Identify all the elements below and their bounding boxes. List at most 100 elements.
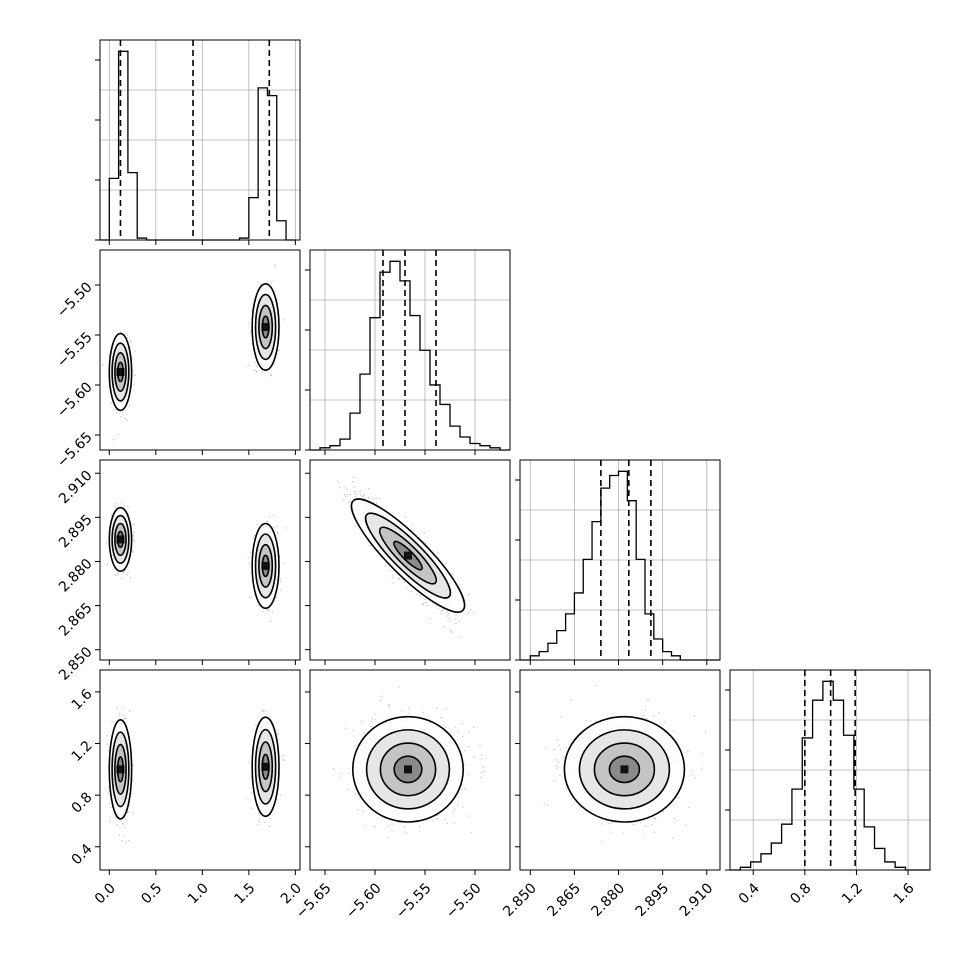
contour-line xyxy=(261,315,270,339)
panel-content xyxy=(543,684,707,843)
density-peak xyxy=(116,765,125,774)
histogram-line xyxy=(520,470,720,661)
histogram-panel-0 xyxy=(95,39,301,245)
axis-frame xyxy=(519,669,721,871)
histogram-line xyxy=(100,50,296,241)
contour-line xyxy=(379,742,437,797)
axis-frame xyxy=(99,249,301,451)
contour-line xyxy=(111,342,130,402)
histogram-line xyxy=(310,260,510,451)
contour-line xyxy=(608,755,641,784)
scatter-panel-0-1 xyxy=(95,249,301,455)
histogram-panel-2 xyxy=(515,459,721,665)
density-peak xyxy=(261,561,270,570)
x-tick-label: 0.4 xyxy=(736,880,763,907)
histogram-line xyxy=(730,680,930,871)
contour-line xyxy=(108,719,133,820)
axis-frame xyxy=(519,459,721,661)
x-tick-label: −5.60 xyxy=(343,880,385,922)
contour-line xyxy=(116,361,125,383)
axis-frame xyxy=(309,249,511,451)
histogram-panel-1 xyxy=(305,249,511,455)
y-tick-label: 1.2 xyxy=(69,738,96,765)
contour-line xyxy=(251,716,280,818)
contour-line xyxy=(114,743,127,795)
contour-line xyxy=(261,554,270,578)
axis-frame xyxy=(99,459,301,661)
x-tick-label: 0.0 xyxy=(92,880,119,907)
contour-line xyxy=(261,753,270,780)
panel-content xyxy=(333,686,485,839)
y-tick-label: −5.60 xyxy=(54,379,96,421)
contour-line xyxy=(114,351,127,392)
scatter-panel-0-3 xyxy=(95,669,301,875)
panel-content xyxy=(106,501,287,622)
y-tick-label: −5.55 xyxy=(54,329,96,371)
contour-line xyxy=(364,512,452,599)
contour-line xyxy=(365,729,451,810)
density-peak xyxy=(261,323,270,331)
axis-frame xyxy=(309,459,511,661)
scatter-panel-1-3 xyxy=(305,669,511,875)
contour-line xyxy=(258,543,274,588)
scatter-panel-0-2 xyxy=(95,459,301,665)
x-tick-label: 1.5 xyxy=(231,880,258,907)
scatter-panel-1-2 xyxy=(305,459,511,665)
y-tick-label: 2.865 xyxy=(56,600,96,640)
sample-points xyxy=(106,501,287,622)
x-tick-label: −5.50 xyxy=(443,880,485,922)
density-peak xyxy=(116,535,125,544)
histogram-panel-3 xyxy=(725,669,931,875)
contour-line xyxy=(393,755,423,784)
contour-line xyxy=(254,728,277,805)
y-tick-label: 0.4 xyxy=(69,841,96,868)
panel-content xyxy=(337,460,475,638)
y-tick-label: −5.65 xyxy=(54,429,96,471)
x-tick-label: 1.0 xyxy=(185,880,212,907)
scatter-panel-2-3 xyxy=(515,669,721,875)
density-peak xyxy=(261,762,270,771)
contour-line xyxy=(116,756,125,783)
y-tick-label: 2.850 xyxy=(56,644,96,684)
y-tick-label: 2.895 xyxy=(56,512,96,552)
x-tick-label: 2.910 xyxy=(677,880,717,920)
y-tick-label: 2.880 xyxy=(56,556,96,596)
x-tick-label: −5.55 xyxy=(393,880,435,922)
y-tick-label: 0.8 xyxy=(69,790,96,817)
contour-line xyxy=(350,498,466,613)
x-tick-label: 1.6 xyxy=(891,880,918,907)
contour-line xyxy=(393,540,423,571)
axis-frame xyxy=(99,39,301,241)
contour-line xyxy=(116,530,125,549)
contour-line xyxy=(258,304,274,350)
contour-line xyxy=(563,715,686,823)
panel-content xyxy=(104,707,286,844)
contour-line xyxy=(254,293,277,361)
x-tick-label: 2.880 xyxy=(588,880,628,920)
x-tick-label: 0.8 xyxy=(787,880,814,907)
density-peak xyxy=(116,368,125,376)
axis-frame xyxy=(729,669,931,871)
axis-frame xyxy=(309,669,511,871)
contour-line xyxy=(258,741,274,793)
contour-line xyxy=(108,332,133,412)
y-tick-label: −5.50 xyxy=(54,279,96,321)
x-tick-label: 2.865 xyxy=(544,880,584,920)
contour-line xyxy=(108,506,133,572)
density-peak xyxy=(620,765,629,774)
x-tick-label: 1.2 xyxy=(839,880,866,907)
contour-line xyxy=(254,533,277,599)
contour-line xyxy=(251,522,280,610)
x-tick-label: 0.5 xyxy=(138,880,165,907)
contour-line xyxy=(378,526,438,585)
density-peak xyxy=(404,551,412,560)
y-tick-label: 1.6 xyxy=(69,686,96,713)
x-tick-label: 2.895 xyxy=(633,880,673,920)
contour-line xyxy=(251,282,280,371)
contour-line xyxy=(111,731,130,808)
contour-line xyxy=(114,522,127,557)
panel-content xyxy=(101,265,285,441)
contour-line xyxy=(578,729,671,810)
density-peak xyxy=(404,765,412,774)
